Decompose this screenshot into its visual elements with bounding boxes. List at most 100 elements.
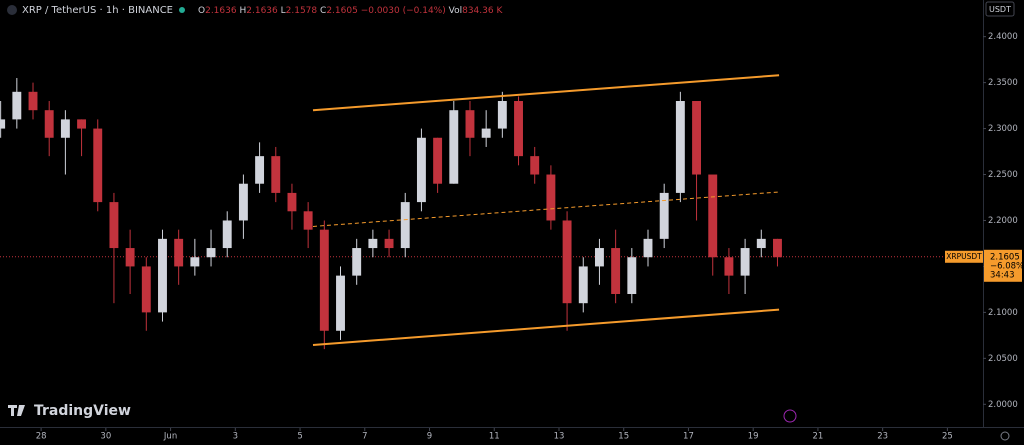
candle-body (497, 101, 507, 129)
candle-body (319, 229, 329, 331)
channel-line (312, 74, 780, 112)
y-tick-label: 2.3500 (988, 78, 1018, 88)
candle-body (530, 156, 540, 175)
candle-body (708, 174, 718, 258)
candle-body (773, 238, 782, 258)
candle-body (594, 248, 604, 267)
candle-body (675, 101, 685, 193)
ohlc-value: 2.1605 (326, 6, 358, 16)
candle-body (449, 110, 459, 184)
candle-body (44, 110, 54, 138)
candle-body (692, 101, 701, 175)
candle-body (28, 91, 38, 111)
candle-body (433, 137, 443, 184)
x-tick-label: 3 (233, 432, 238, 442)
x-tick-label: 28 (36, 432, 47, 442)
ohlc-value: 2.1578 (286, 6, 318, 16)
ohlc-value: 2.1636 (205, 6, 237, 16)
channel-line (312, 308, 780, 347)
price-tag-change: −6.08% (990, 261, 1024, 271)
volume: 834.36 K (462, 6, 503, 16)
watermark: TradingView (34, 403, 131, 419)
candle-body (125, 248, 135, 267)
ohlc-value: 2.1636 (246, 6, 278, 16)
change: −0.0030 (−0.14%) (361, 6, 446, 16)
chart-title: XRP / TetherUS · 1h · BINANCE (22, 5, 173, 16)
candle-body (60, 119, 70, 138)
candle-body (287, 192, 297, 212)
candle-body (578, 266, 588, 304)
y-tick-label: 2.1000 (988, 308, 1018, 318)
candle-body (190, 257, 200, 267)
y-tick-label: 2.0500 (988, 354, 1018, 364)
candle-body (627, 257, 637, 295)
x-tick-label: 7 (362, 432, 367, 442)
status-dot (179, 7, 185, 13)
flash-icon[interactable] (783, 409, 797, 423)
x-tick-label: 19 (748, 432, 759, 442)
ohlc-text: O2.1636 H2.1636 L2.1578 C2.1605 −0.0030 … (198, 6, 503, 16)
candle-body (562, 220, 572, 304)
x-tick-label: Jun (163, 432, 177, 442)
y-tick-label: 2.2500 (988, 170, 1018, 180)
x-tick-label: 23 (877, 432, 888, 442)
watermark-logo (8, 405, 25, 416)
candle-body (400, 202, 410, 249)
ohlc-legend: O2.1636 H2.1636 L2.1578 C2.1605 −0.0030 … (198, 6, 503, 16)
candle-body (643, 238, 653, 258)
candle-body (238, 183, 248, 221)
y-tick-label: 2.3000 (988, 124, 1018, 134)
candle-body (93, 128, 103, 203)
candle-body (756, 238, 766, 249)
x-tick-label: 9 (427, 432, 432, 442)
x-tick-label: 25 (942, 432, 953, 442)
candle-body (611, 248, 621, 295)
candle-body (222, 220, 232, 249)
y-tick-label: 2.0000 (988, 400, 1018, 410)
candle-body (12, 91, 22, 120)
candle-body (368, 238, 378, 249)
currency-box[interactable] (985, 1, 1015, 17)
channel-line (312, 191, 780, 227)
x-tick-label: 15 (618, 432, 629, 442)
candle-body (303, 211, 313, 230)
ohlc-label: O (198, 6, 205, 16)
candle-body (77, 119, 87, 129)
x-tick-label: 11 (489, 432, 500, 442)
y-tick-label: 2.2000 (988, 216, 1018, 226)
symbol-icon (7, 5, 17, 15)
candle-body (724, 257, 734, 276)
candle-body (352, 248, 362, 276)
candle-body (481, 128, 491, 138)
candle-body (465, 110, 475, 138)
x-tick-label: 17 (683, 432, 694, 442)
candle-body (416, 137, 426, 203)
y-tick-label: 2.4000 (988, 32, 1018, 42)
x-tick-label: 21 (813, 432, 824, 442)
price-tag-symbol: XRPUSDT (946, 252, 982, 261)
candle-body (659, 192, 669, 239)
candle-body (141, 266, 151, 313)
candle-body (158, 238, 167, 313)
ohlc-label: H (239, 6, 246, 16)
x-tick-label: 5 (297, 432, 302, 442)
ohlc-label: L (281, 6, 286, 16)
candle-body (384, 238, 394, 249)
candle-body (546, 174, 556, 221)
candle-body (336, 275, 345, 331)
ohlc-label: C (320, 6, 326, 16)
candle-body (0, 119, 6, 129)
candle-body (109, 202, 119, 249)
price-tag-countdown: 34:43 (990, 270, 1015, 280)
price-tag-symbol-box (945, 250, 983, 263)
x-tick-label: 13 (554, 432, 565, 442)
candle-body (255, 156, 265, 184)
candle-body (206, 248, 216, 258)
candle-body (174, 238, 184, 267)
settings-icon[interactable] (1000, 431, 1010, 441)
candle-body (514, 101, 523, 157)
candle-body (271, 156, 281, 193)
price-tag-box (984, 249, 1022, 282)
